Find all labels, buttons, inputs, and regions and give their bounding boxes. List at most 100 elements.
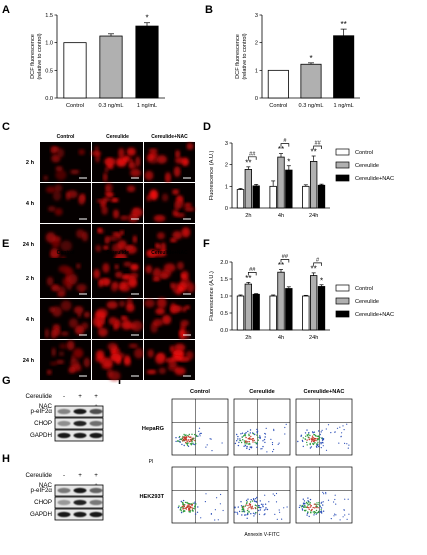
cell-blob <box>114 264 119 270</box>
cell-blob <box>152 267 162 279</box>
event-dot <box>303 502 306 505</box>
cell-blob <box>144 170 154 181</box>
event-dot <box>209 438 211 440</box>
event-dot <box>317 435 319 438</box>
flow-plot <box>171 466 229 524</box>
cell-blob <box>51 154 61 163</box>
event-dot <box>247 504 249 507</box>
event-dot <box>334 494 336 496</box>
event-dot <box>312 443 314 445</box>
event-dot <box>343 509 345 511</box>
event-dot <box>180 510 183 512</box>
event-dot <box>297 440 299 443</box>
event-dot <box>317 503 319 506</box>
event-dot <box>264 441 266 444</box>
event-dot <box>236 433 238 436</box>
x-tick-label: 1 ng/mL <box>137 103 157 109</box>
event-dot <box>191 433 193 435</box>
event-dot <box>253 498 255 501</box>
event-dot <box>249 503 252 506</box>
event-dot <box>256 446 258 448</box>
event-dot <box>298 506 301 509</box>
event-dot <box>257 439 259 441</box>
event-dot <box>342 516 344 518</box>
event-dot <box>249 501 252 503</box>
cell-blob <box>130 263 139 271</box>
cell-blob <box>60 300 72 311</box>
cell-blob <box>65 191 71 201</box>
event-dot <box>312 439 314 441</box>
event-dot <box>278 509 280 511</box>
event-dot <box>348 444 350 446</box>
event-dot <box>241 508 244 511</box>
treatment-label: NAC <box>39 482 53 489</box>
y-tick-label: 2 <box>255 41 258 47</box>
event-dot <box>256 432 258 434</box>
cell-blob <box>147 349 154 358</box>
event-dot <box>194 503 196 505</box>
cell-blob <box>59 343 68 350</box>
event-dot <box>193 437 195 439</box>
cell-blob <box>74 324 85 335</box>
significance-bracket <box>313 262 322 266</box>
event-dot <box>259 500 261 502</box>
event-dot <box>191 504 193 506</box>
event-dot <box>251 500 254 502</box>
y-axis-label: Fluorescence (A.U.) <box>209 271 215 321</box>
bar <box>99 35 123 99</box>
y-tick-label: 0.0 <box>45 96 53 102</box>
event-dot <box>245 436 247 439</box>
event-dot <box>256 428 258 431</box>
event-dot <box>189 506 191 508</box>
cell-blob <box>118 282 126 290</box>
event-dot <box>240 501 242 503</box>
cell-blob <box>164 172 172 183</box>
event-dot <box>311 441 313 443</box>
event-dot <box>242 506 245 508</box>
event-dot <box>245 499 248 502</box>
event-dot <box>274 494 276 497</box>
cell-blob <box>102 198 108 205</box>
cell-blob <box>146 153 154 162</box>
event-dot <box>244 435 247 437</box>
event-dot <box>255 512 257 514</box>
event-dot <box>190 438 192 441</box>
event-dot <box>238 441 240 444</box>
event-dot <box>217 519 219 521</box>
y-axis-label: DCF fluorescence <box>235 34 241 79</box>
event-dot <box>245 514 247 516</box>
event-dot <box>275 501 278 503</box>
event-dot <box>327 424 330 426</box>
event-dot <box>315 435 317 437</box>
row-label: 24 h <box>23 242 35 248</box>
event-dot <box>306 439 308 441</box>
event-dot <box>187 504 189 506</box>
event-dot <box>313 438 315 441</box>
event-dot <box>330 518 332 520</box>
cell-blob <box>122 155 131 163</box>
cell-blob <box>43 175 49 181</box>
cell-blob <box>102 262 110 274</box>
x-tick-label: 24h <box>309 335 318 341</box>
event-dot <box>244 441 246 444</box>
event-dot <box>191 439 193 441</box>
event-dot <box>177 440 179 442</box>
event-dot <box>262 503 264 505</box>
event-dot <box>240 505 243 507</box>
panel-label-b: B <box>205 4 213 16</box>
event-dot <box>266 508 269 511</box>
cell-blob <box>45 186 56 193</box>
protein-band <box>57 499 71 506</box>
event-dot <box>319 504 321 507</box>
row-label: HepaRG <box>142 426 164 432</box>
event-dot <box>242 508 245 511</box>
bar <box>302 185 310 209</box>
y-tick-label: 1.5 <box>220 277 228 283</box>
event-dot <box>312 506 314 509</box>
x-tick-label: 4h <box>278 213 284 219</box>
x-tick-label: 1 ng/mL <box>334 103 354 109</box>
event-dot <box>186 443 188 445</box>
panel-label-a: A <box>2 4 10 16</box>
protein-band <box>89 487 103 494</box>
event-dot <box>245 502 248 504</box>
